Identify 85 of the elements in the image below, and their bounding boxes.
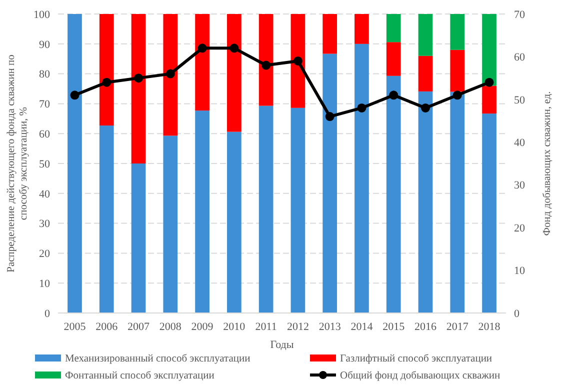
- point: [70, 90, 80, 100]
- bar: [386, 42, 401, 76]
- y-tick-label: 100: [34, 8, 50, 21]
- y-tick-label: 20: [39, 248, 50, 260]
- y-tick-label: 90: [39, 38, 50, 51]
- bar: [450, 50, 465, 92]
- bar: [131, 14, 146, 164]
- bar: [258, 106, 274, 313]
- point: [230, 44, 239, 53]
- bar: [226, 132, 242, 313]
- bar: [354, 44, 369, 313]
- y-tick-label: 80: [39, 68, 50, 81]
- x-tick-label: 2008: [159, 321, 182, 333]
- point: [484, 78, 494, 87]
- point: [452, 90, 462, 100]
- point: [262, 60, 271, 70]
- legend-label: Фонтанный способ эксплуатации: [65, 370, 215, 382]
- y-tick-label: 60: [39, 128, 50, 140]
- bar: [418, 56, 433, 92]
- legend-label: Общий фонд добывающих скважин: [340, 370, 501, 382]
- bar: [68, 14, 82, 313]
- y2-tick-label: 70: [514, 8, 526, 21]
- x-tick-label: 2015: [382, 321, 406, 333]
- y-axis-title: Распределение действующего фонда скважин по способу эксплуатации, %: [6, 54, 30, 272]
- y-tick-label: 50: [39, 158, 50, 170]
- bar: [322, 54, 338, 313]
- y2-axis-title: Фонд добывающих скважин, ед.: [542, 91, 553, 236]
- y-tick-label: 0: [44, 308, 50, 320]
- y2-tick-label: 60: [514, 52, 526, 64]
- bar: [99, 126, 114, 313]
- y2-tick-label: 50: [514, 94, 526, 106]
- bar: [418, 14, 433, 56]
- bar: [195, 14, 210, 111]
- bar: [482, 86, 496, 114]
- point: [134, 74, 144, 83]
- x-tick-label: 2014: [350, 321, 374, 333]
- x-tick-label: 2016: [414, 321, 437, 333]
- y-tick-label: 10: [39, 278, 50, 290]
- bar: [354, 14, 369, 44]
- x-tick-label: 2005: [64, 321, 86, 333]
- y2-tick-label: 20: [514, 222, 526, 234]
- point: [166, 69, 175, 78]
- x-tick-label: 2017: [446, 321, 469, 333]
- legend-label: Газлифтный способ эксплуатации: [340, 354, 492, 365]
- bar: [450, 14, 465, 50]
- bar: [226, 14, 242, 132]
- bar: [131, 164, 146, 313]
- y2-tick-label: 30: [514, 180, 526, 192]
- x-tick-label: 2006: [96, 321, 118, 333]
- y2-tick-label: 40: [514, 136, 526, 149]
- bar: [258, 14, 274, 106]
- bar: [290, 14, 306, 108]
- point: [325, 112, 334, 122]
- x-tick-label: 2009: [191, 321, 214, 333]
- bar: [290, 108, 306, 313]
- y-tick-label: 40: [39, 188, 50, 200]
- bar: [386, 76, 401, 313]
- x-tick-label: 2018: [478, 321, 501, 333]
- bar: [163, 14, 178, 136]
- point: [102, 78, 112, 87]
- y2-tick-label: 10: [514, 265, 526, 278]
- point: [293, 56, 302, 66]
- x-tick-label: 2007: [128, 321, 150, 333]
- bar: [322, 14, 338, 54]
- y-tick-label: 70: [39, 98, 50, 111]
- x-tick-label: 2011: [255, 321, 277, 333]
- bar: [418, 91, 433, 313]
- x-tick-label: 2012: [286, 321, 309, 333]
- y-tick-label: 30: [39, 218, 50, 230]
- y2-tick-label: 0: [514, 308, 520, 320]
- x-axis-title: Годы: [270, 339, 294, 351]
- point: [389, 90, 398, 100]
- bar: [482, 114, 496, 313]
- x-tick-label: 2010: [223, 321, 246, 333]
- point: [198, 44, 207, 53]
- bar: [99, 14, 114, 126]
- x-tick-label: 2013: [318, 321, 342, 333]
- point: [357, 103, 366, 112]
- bar: [450, 92, 465, 313]
- bar: [163, 136, 178, 313]
- bar: [386, 14, 401, 42]
- bar: [482, 14, 496, 86]
- point: [420, 103, 430, 112]
- bar: [195, 110, 210, 313]
- legend-label: Механизированный способ эксплуатации: [65, 354, 251, 365]
